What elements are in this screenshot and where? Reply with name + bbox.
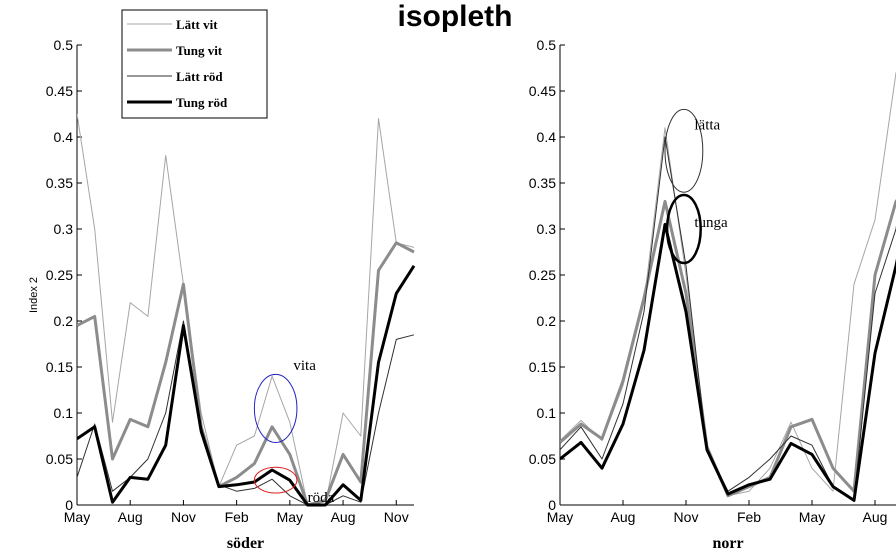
y-tick-label: 0.4 <box>537 129 557 145</box>
y-tick-label: 0.25 <box>529 267 556 283</box>
y-tick-label: 0.3 <box>537 221 557 237</box>
x-tick-label: Nov <box>171 509 196 525</box>
y-tick-label: 0 <box>548 497 556 513</box>
y-tick-label: 0.2 <box>54 313 74 329</box>
series-line-Tung röd <box>77 264 416 507</box>
x-tick-label: Aug <box>118 509 143 525</box>
y-tick-label: 0.25 <box>46 267 73 283</box>
legend-label: Tung röd <box>176 95 228 110</box>
chart-title: isopleth <box>397 0 512 33</box>
series-line-Tung vit <box>77 241 415 507</box>
y-tick-label: 0.15 <box>529 359 556 375</box>
x-axis-label: norr <box>712 535 743 552</box>
x-tick-label: Nov <box>674 509 699 525</box>
x-tick-label: May <box>277 509 303 525</box>
x-tick-label: Aug <box>611 509 636 525</box>
highlight-ellipse <box>253 373 298 443</box>
panel-soder: 0 0.05 0.1 0.15 0.2 0.25 0.3 0.35 0.4 0.45 0.5 May A… <box>28 37 416 552</box>
x-tick-label: Nov <box>384 509 409 525</box>
y-tick-label: 0.4 <box>54 129 74 145</box>
y-tick-label: 0.05 <box>529 451 556 467</box>
x-tick-label: May <box>547 509 573 525</box>
panel-norr: 0 0.05 0.1 0.15 0.2 0.25 0.3 0.35 0.4 0.45 0.5 May A… <box>529 37 896 552</box>
y-tick-label: 0.45 <box>529 83 556 99</box>
legend-label: Lätt vit <box>176 17 218 32</box>
legend-label: Tung vit <box>176 43 223 58</box>
series-line-Lätt röd <box>560 136 896 501</box>
series-line-Lätt vit <box>560 72 896 497</box>
highlight-ellipse <box>665 193 702 265</box>
highlight-ellipse <box>253 466 298 494</box>
annotation-label: vita <box>293 358 316 374</box>
x-tick-label: May <box>799 509 825 525</box>
y-tick-label: 0.2 <box>537 313 557 329</box>
y-tick-label: 0.3 <box>54 221 74 237</box>
series-line-Lätt röd <box>77 320 415 506</box>
x-tick-label: Aug <box>331 509 356 525</box>
y-axis-label: Index 2 <box>28 277 40 313</box>
y-tick-label: 0.35 <box>46 175 73 191</box>
legend-label: Lätt röd <box>176 69 223 84</box>
y-tick-label: 0.5 <box>537 37 557 53</box>
y-tick-label: 0 <box>65 497 73 513</box>
y-tick-label: 0.1 <box>54 405 74 421</box>
x-tick-label: Feb <box>225 509 249 525</box>
y-tick-label: 0.35 <box>529 175 556 191</box>
y-tick-label: 0.1 <box>537 405 557 421</box>
y-tick-label: 0.05 <box>46 451 73 467</box>
annotation-label: röda <box>308 490 335 506</box>
series-line-Tung röd <box>560 222 896 502</box>
highlight-ellipse <box>664 108 704 193</box>
legend-box <box>121 9 268 119</box>
y-tick-label: 0.45 <box>46 83 73 99</box>
annotation-label: lätta <box>694 118 720 134</box>
x-tick-label: Aug <box>863 509 888 525</box>
legend: Lätt vit Tung vit Lätt röd Tung röd <box>121 9 268 119</box>
x-tick-label: May <box>64 509 90 525</box>
series-line-Lätt vit <box>77 113 415 506</box>
x-axis-label: söder <box>227 535 264 552</box>
x-tick-label: Feb <box>737 509 761 525</box>
y-tick-label: 0.5 <box>54 37 74 53</box>
y-tick-label: 0.15 <box>46 359 73 375</box>
annotation-label: tunga <box>694 215 728 231</box>
